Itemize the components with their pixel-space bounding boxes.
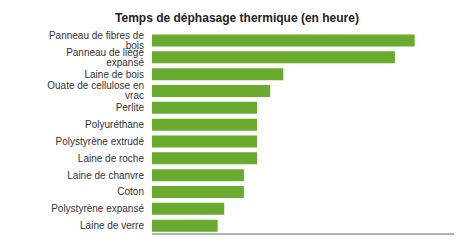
svg-text:Laine de roche: Laine de roche <box>78 153 145 164</box>
svg-text:Laine de verre: Laine de verre <box>80 220 144 231</box>
svg-text:Laine de chanvre: Laine de chanvre <box>67 170 144 181</box>
svg-text:Coton: Coton <box>117 186 144 197</box>
svg-text:Ouate de cellulose envrac: Ouate de cellulose envrac <box>47 80 144 101</box>
svg-text:Polyuréthane: Polyuréthane <box>85 119 144 130</box>
svg-text:Polystyrène expansé: Polystyrène expansé <box>51 203 144 214</box>
svg-text:Perlite: Perlite <box>116 102 145 113</box>
svg-text:Laine de bois: Laine de bois <box>85 69 145 80</box>
svg-text:Polystyrène extrudé: Polystyrène extrudé <box>56 136 145 147</box>
svg-text:Panneau de liègeexpansé: Panneau de liègeexpansé <box>66 47 144 68</box>
